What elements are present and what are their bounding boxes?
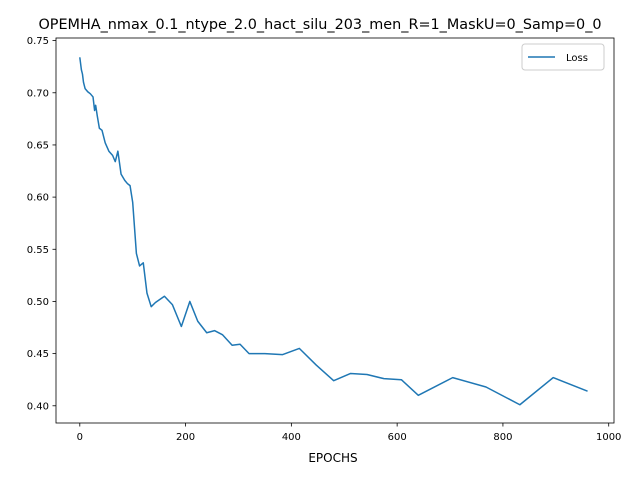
x-axis-label: EPOCHS [308, 451, 357, 465]
y-tick-label: 0.70 [27, 88, 49, 99]
y-tick-label: 0.50 [27, 297, 49, 308]
y-tick-label: 0.40 [27, 401, 49, 412]
x-tick-label: 600 [388, 432, 407, 443]
y-tick-label: 0.65 [27, 141, 49, 152]
legend: Loss [521, 43, 605, 71]
y-tick-label: 0.45 [27, 349, 49, 360]
legend-label: Loss [566, 53, 588, 64]
x-tick-label: 200 [176, 432, 195, 443]
y-tick-label: 0.60 [27, 193, 49, 204]
x-tick-label: 1000 [596, 432, 621, 443]
axes-frame [55, 37, 615, 424]
legend-box [521, 43, 605, 71]
x-tick-label: 0 [77, 432, 83, 443]
y-tick-label: 0.55 [27, 245, 49, 256]
chart-title: OPEMHA_nmax_0.1_ntype_2.0_hact_silu_203_… [38, 17, 601, 33]
plot-area: 0 200 400 600 800 1000 0.40 0.45 0.50 0.55 0.60 0.6… [27, 36, 622, 443]
x-tick-label: 400 [282, 432, 301, 443]
y-tick-label: 0.75 [27, 36, 49, 47]
x-tick-label: 800 [493, 432, 512, 443]
